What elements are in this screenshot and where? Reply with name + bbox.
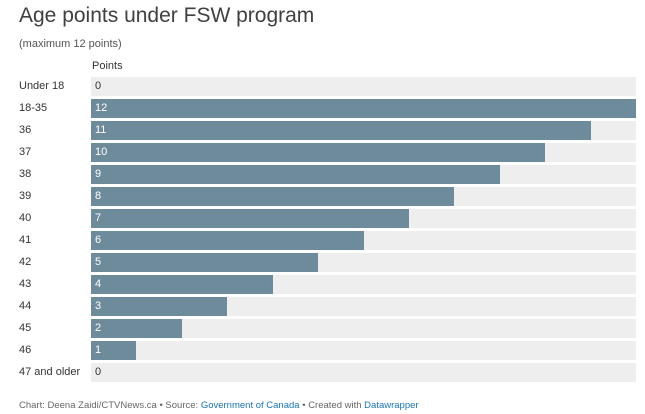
category-label: 38 xyxy=(19,168,32,180)
bar xyxy=(91,253,318,272)
footer-separator: • xyxy=(299,400,309,411)
bar-chart: Under 18 0 18-35 12 36 11 37 10 38 9 39 8 40 7 41 6 42 5 4… xyxy=(19,77,636,382)
bar xyxy=(91,231,364,250)
footer-separator: • xyxy=(156,400,166,411)
source-prefix: Source: xyxy=(165,400,201,411)
bar xyxy=(91,99,636,118)
bar xyxy=(91,143,545,162)
bar-value-label: 9 xyxy=(95,168,102,180)
bar-value-label: 0 xyxy=(95,80,102,92)
bar xyxy=(91,275,273,294)
chart-footer: Chart: Deena Zaidi/CTVNews.ca • Source: … xyxy=(19,400,419,411)
bar-value-label: 7 xyxy=(95,212,102,224)
category-label: 40 xyxy=(19,212,32,224)
category-label: 37 xyxy=(19,146,32,158)
category-label: 47 and older xyxy=(19,366,81,378)
bar-track xyxy=(91,77,636,96)
chart-subtitle: (maximum 12 points) xyxy=(19,38,122,50)
chart-credit: Chart: Deena Zaidi/CTVNews.ca xyxy=(19,400,157,411)
bar xyxy=(91,209,409,228)
bar xyxy=(91,341,136,360)
column-header-points: Points xyxy=(92,60,123,72)
category-label: 45 xyxy=(19,322,32,334)
category-label: Under 18 xyxy=(19,80,65,92)
category-label: 36 xyxy=(19,124,32,136)
bar-value-label: 12 xyxy=(95,102,108,114)
source-link[interactable]: Government of Canada xyxy=(200,400,300,411)
datawrapper-link[interactable]: Datawrapper xyxy=(364,400,419,411)
bar-track xyxy=(91,341,636,360)
bar-value-label: 0 xyxy=(95,366,102,378)
bar-value-label: 3 xyxy=(95,300,102,312)
bar-value-label: 10 xyxy=(95,146,108,158)
created-with-prefix: Created with xyxy=(308,400,365,411)
category-label: 46 xyxy=(19,344,32,356)
category-label: 43 xyxy=(19,278,32,290)
category-label: 44 xyxy=(19,300,32,312)
bar xyxy=(91,165,500,184)
bar-track xyxy=(91,363,636,382)
bar xyxy=(91,297,227,316)
bar xyxy=(91,187,454,206)
bar-value-label: 2 xyxy=(95,322,102,334)
chart-title: Age points under FSW program xyxy=(19,4,315,27)
bar-value-label: 11 xyxy=(95,124,107,136)
bar-track xyxy=(91,297,636,316)
bar-value-label: 8 xyxy=(95,190,102,202)
category-label: 42 xyxy=(19,256,32,268)
bar-value-label: 1 xyxy=(95,344,102,356)
bar-value-label: 4 xyxy=(95,278,102,290)
category-label: 41 xyxy=(19,234,32,246)
bar-value-label: 6 xyxy=(95,234,102,246)
bar xyxy=(91,319,182,338)
bar-track xyxy=(91,319,636,338)
bar-value-label: 5 xyxy=(95,256,102,268)
category-label: 18-35 xyxy=(19,102,48,114)
bar xyxy=(91,121,591,140)
category-label: 39 xyxy=(19,190,32,202)
